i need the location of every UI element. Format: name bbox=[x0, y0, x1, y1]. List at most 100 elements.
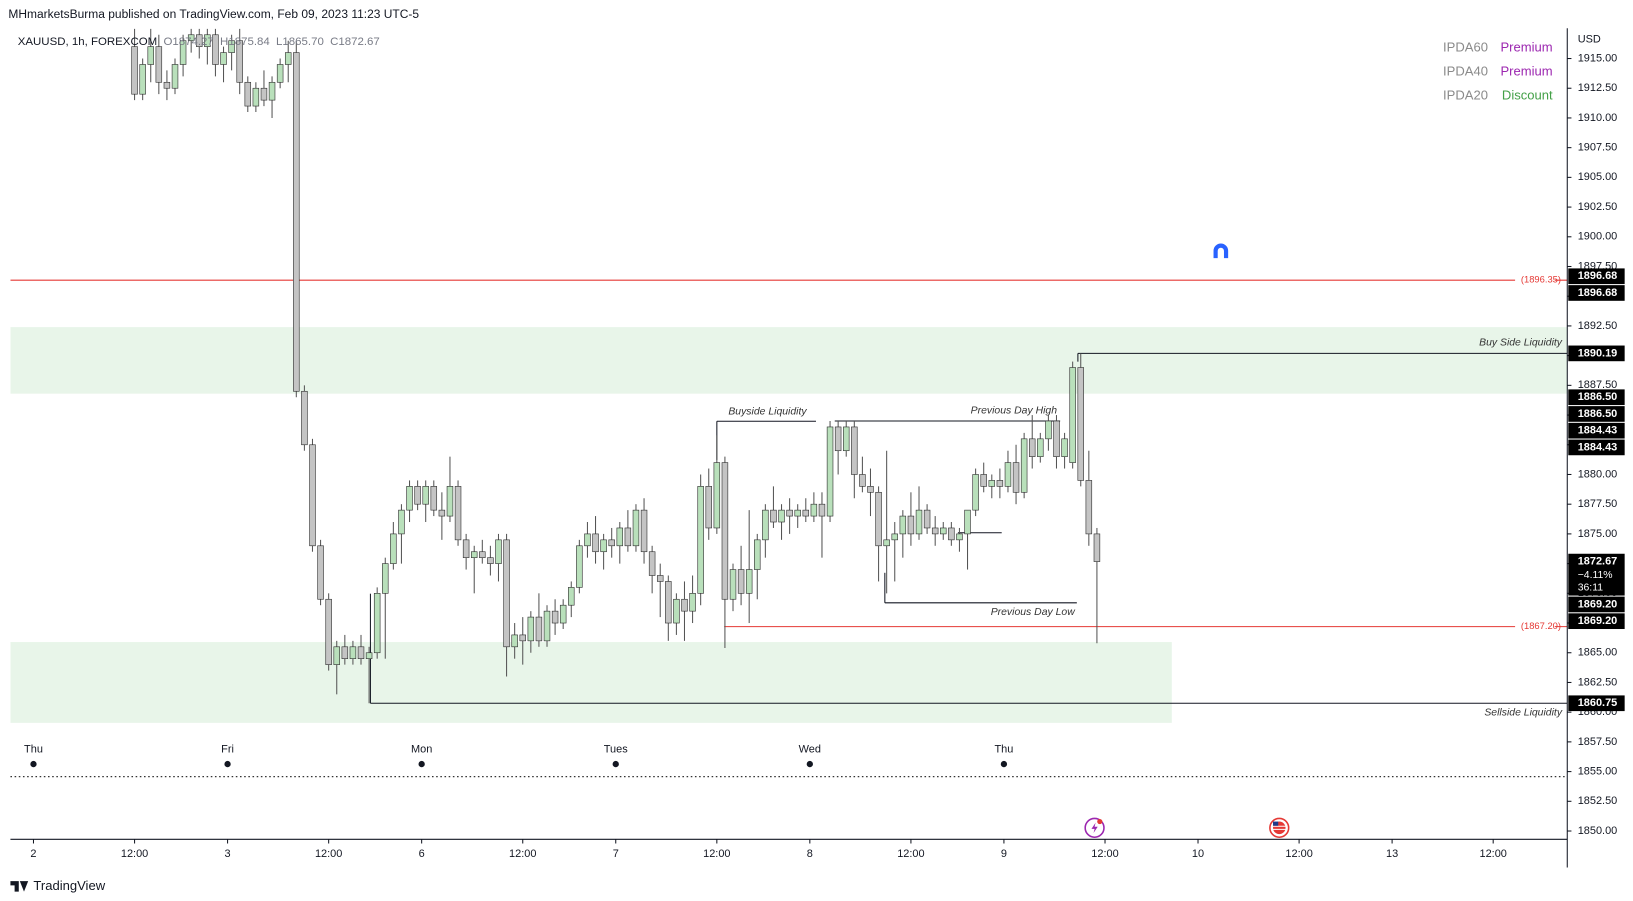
level-label: Previous Day High bbox=[971, 405, 1058, 416]
candle-body bbox=[1028, 438, 1036, 457]
candle-body bbox=[325, 598, 332, 665]
candle-body bbox=[1085, 480, 1093, 535]
candle-body bbox=[770, 509, 777, 523]
candle-body bbox=[1093, 533, 1101, 562]
ipda-zone: Discount bbox=[1502, 88, 1553, 103]
candle-body bbox=[559, 604, 567, 624]
session-label: Thu bbox=[24, 743, 43, 755]
candle-body bbox=[826, 426, 834, 517]
candle-body bbox=[462, 539, 470, 558]
candle-body bbox=[972, 474, 979, 511]
candle-body bbox=[697, 486, 704, 594]
y-tick-label: 1907.50 bbox=[1578, 142, 1618, 154]
y-tick-label: 1915.00 bbox=[1578, 52, 1618, 64]
candle-body bbox=[551, 610, 559, 624]
candle-body bbox=[915, 509, 923, 535]
price-line-label: (1896.35) bbox=[1521, 274, 1561, 285]
price-tag-label: 1886.50 bbox=[1578, 408, 1618, 420]
candle-body bbox=[301, 390, 308, 446]
candle-body bbox=[284, 52, 292, 65]
x-tick-label: 12:00 bbox=[1285, 848, 1312, 860]
candle-body bbox=[503, 539, 510, 648]
session-dot bbox=[1000, 760, 1008, 768]
candle-body bbox=[600, 539, 607, 553]
bar-timer: 36:11 bbox=[1578, 582, 1604, 593]
candle-body bbox=[883, 539, 890, 547]
candle-body bbox=[1069, 367, 1076, 463]
candle-body bbox=[212, 34, 219, 65]
y-tick-label: 1900.00 bbox=[1578, 231, 1618, 243]
y-tick-label: 1850.00 bbox=[1578, 825, 1618, 837]
y-tick-label: 1887.50 bbox=[1578, 379, 1618, 391]
candle-body bbox=[568, 587, 575, 606]
candle-body bbox=[794, 509, 801, 517]
level-label: Previous Day Low bbox=[991, 607, 1077, 618]
candle-body bbox=[317, 545, 324, 600]
candle-body bbox=[543, 610, 551, 642]
y-tick-label: 1910.00 bbox=[1578, 112, 1618, 124]
publisher-line: MHmarketsBurma published on TradingView.… bbox=[8, 7, 419, 21]
candle-body bbox=[244, 81, 252, 107]
x-tick-label: 3 bbox=[225, 848, 231, 860]
session-label: Thu bbox=[994, 743, 1013, 755]
level-label: Buy Side Liquidity bbox=[1479, 338, 1563, 349]
candle-body bbox=[228, 40, 235, 53]
price-tag bbox=[1568, 345, 1625, 362]
candle-body bbox=[576, 545, 583, 588]
y-tick-label: 1912.50 bbox=[1578, 82, 1618, 94]
candle-body bbox=[907, 515, 915, 535]
candle-body bbox=[187, 34, 195, 42]
candle-body bbox=[867, 486, 874, 493]
x-tick-label: 12:00 bbox=[1479, 848, 1506, 860]
candle-body bbox=[745, 569, 753, 594]
candle-body bbox=[956, 533, 963, 541]
session-dot bbox=[224, 760, 231, 768]
candle-body bbox=[834, 426, 842, 452]
candle-body bbox=[349, 646, 357, 660]
candle-body bbox=[1077, 367, 1084, 481]
candle-body bbox=[616, 527, 624, 547]
y-tick-label: 1877.50 bbox=[1578, 498, 1618, 510]
price-tag-label: 1884.43 bbox=[1578, 425, 1618, 437]
price-tag bbox=[1568, 285, 1625, 301]
price-tag-label: 1886.50 bbox=[1578, 391, 1618, 403]
candle-body bbox=[681, 598, 688, 612]
candle-body bbox=[737, 569, 745, 594]
candle-body bbox=[511, 634, 518, 648]
ipda-name: IPDA40 bbox=[1443, 64, 1488, 79]
x-tick-label: 2 bbox=[30, 848, 36, 860]
magnet-icon bbox=[1213, 243, 1229, 259]
candle-body bbox=[923, 509, 931, 529]
x-tick-label: 12:00 bbox=[121, 848, 148, 860]
ipda-zone: Premium bbox=[1500, 64, 1552, 79]
candle-body bbox=[721, 462, 729, 600]
candle-body bbox=[220, 52, 227, 65]
candle-body bbox=[931, 527, 939, 535]
candle-body bbox=[1045, 420, 1052, 440]
economic-event-icon[interactable] bbox=[1269, 817, 1290, 839]
event-icon[interactable] bbox=[1084, 817, 1105, 839]
candle-body bbox=[390, 533, 397, 564]
price-tag-label: 1884.43 bbox=[1578, 441, 1618, 453]
tradingview-logo bbox=[10, 881, 29, 892]
candle-body bbox=[1053, 420, 1060, 457]
candle-body bbox=[430, 486, 438, 511]
price-tag bbox=[1568, 406, 1625, 422]
candle-body bbox=[373, 593, 381, 654]
candle-body bbox=[1004, 462, 1012, 487]
candle-body bbox=[842, 426, 850, 452]
candle-body bbox=[656, 575, 664, 582]
ohlc-value: H1875.84 bbox=[220, 36, 270, 48]
candle-body bbox=[891, 533, 898, 541]
candle-body bbox=[762, 509, 769, 541]
candle-body bbox=[899, 515, 907, 535]
ohlc-value: C1872.67 bbox=[330, 36, 380, 48]
candle-body bbox=[357, 646, 365, 660]
candle-body bbox=[495, 539, 502, 564]
session-label: Mon bbox=[411, 743, 432, 755]
y-tick-label: 1880.00 bbox=[1578, 468, 1618, 480]
candle-body bbox=[859, 474, 866, 487]
candle-body bbox=[665, 581, 672, 624]
